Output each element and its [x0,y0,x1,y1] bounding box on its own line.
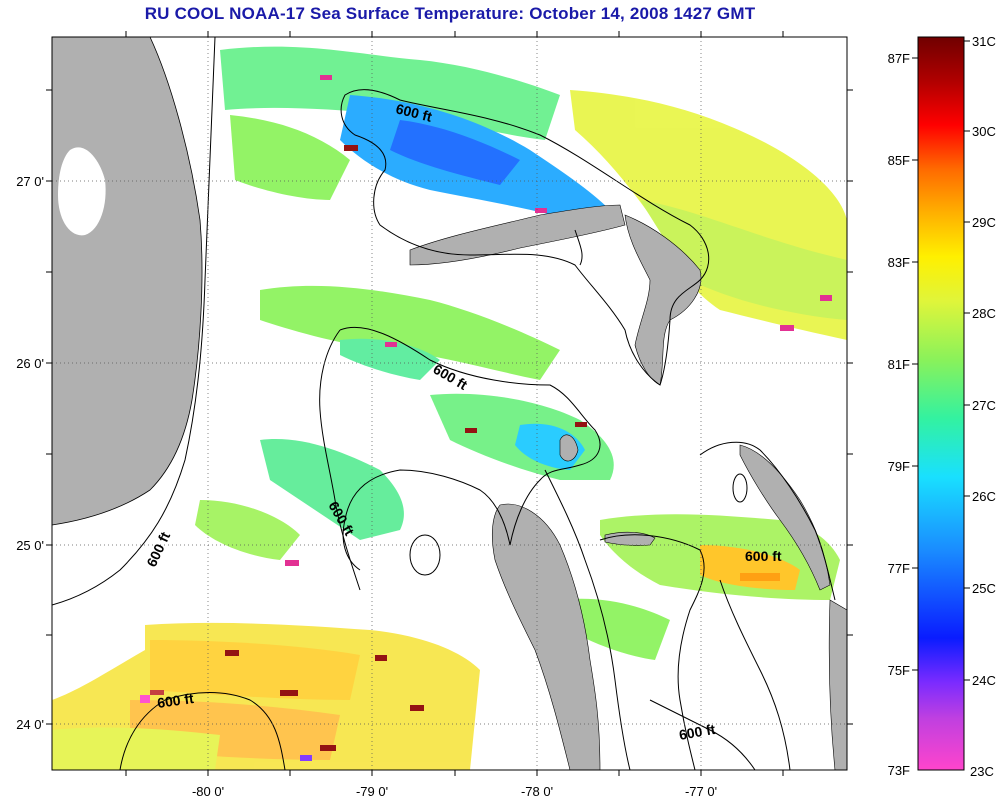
contour-little-bahama-bank [340,89,710,386]
contour-florida-shelf [52,37,216,606]
plot-frame [51,36,848,771]
sst-speck [140,695,150,703]
colorbar-c-label: 25C [972,581,996,596]
sst-speck [225,650,239,656]
lat-tick-label: 25 0' [16,538,44,553]
sst-patch [260,285,560,380]
contour-label: 600 ft [678,721,717,743]
sst-speck [575,422,587,427]
colorbar-f-label: 83F [888,255,910,270]
colorbar-c-label: 29C [972,215,996,230]
sst-patch [340,338,440,380]
sst-speck [385,342,397,347]
contour-southwest [119,692,286,770]
contour-small-bank [409,534,441,576]
contour-inner-gb [574,229,583,266]
colorbar-f-label: 75F [888,663,910,678]
sst-patch [150,640,360,700]
colorbar-f-label: 81F [888,357,910,372]
sst-speck [740,573,780,581]
sst-patch [640,200,847,320]
sst-speck [535,208,547,213]
contour-small-bank-east [732,473,748,503]
lon-tick-label: -79 0' [356,784,388,799]
colorbar-c-label: 31C [972,34,996,49]
berry-islands-land [559,434,579,462]
sst-speck [300,755,312,761]
lon-tick-label: -78 0' [521,784,553,799]
sst-patch [195,500,300,560]
contour-label: 600 ft [156,690,195,711]
sst-speck [780,325,794,331]
graticule [52,37,847,770]
contour-exuma-sound [719,579,791,770]
colorbar-c-label: 28C [972,306,996,321]
sst-speck [150,690,164,695]
sst-speck [320,745,336,751]
colorbar-f-label: 73F [888,763,910,778]
lat-tick-label: 24 0' [16,717,44,732]
colorbar-ticks [912,40,970,681]
sst-speck [344,145,358,151]
sst-speck [320,75,332,80]
axis-ticks [46,31,853,776]
contour-eleuthera [699,441,836,601]
contour-west-andros [319,329,361,591]
colorbar-c-label: 26C [972,489,996,504]
contour-label: 600 ft [745,548,782,564]
lon-tick-label: -77 0' [685,784,717,799]
colorbar-bar [917,36,965,771]
colorbar-f-label: 85F [888,153,910,168]
grand-bahama-land [409,204,626,266]
colorbar: 87F 85F 83F 81F 79F 77F 75F 73F 31C 30C … [888,34,996,779]
sst-data-layer [52,46,847,770]
colorbar-f-label: 77F [888,561,910,576]
lat-tick-label: 27 0' [16,174,44,189]
colorbar-f-label: 87F [888,51,910,66]
map-title: RU COOL NOAA-17 Sea Surface Temperature:… [144,4,756,23]
lake-okeechobee [58,147,106,236]
lat-axis-labels: 27 0' 26 0' 25 0' 24 0' [16,174,44,732]
colorbar-c-label: 23C [970,764,994,779]
contour-tongue-of-ocean-east [599,534,705,770]
contour-tongue-of-ocean [544,469,631,770]
sst-patch [390,120,520,185]
sst-speck [465,428,477,433]
colorbar-c-label: 24C [972,673,996,688]
sst-patch [220,46,560,140]
bathymetry-contours [52,37,836,770]
sst-patch [560,598,670,660]
sst-speck [280,690,298,696]
colorbar-c-label: 27C [972,398,996,413]
colorbar-c-label: 30C [972,124,996,139]
sst-speck [820,295,832,301]
sst-patch [52,727,220,770]
contour-southeast [649,699,756,770]
sst-patch [230,115,350,200]
contour-great-bahama-bank-north [339,326,601,571]
lat-tick-label: 26 0' [16,356,44,371]
lon-tick-label: -80 0' [192,784,224,799]
colorbar-f-label: 79F [888,459,910,474]
sst-patch [260,439,404,540]
sst-speck [375,655,387,661]
lon-axis-labels: -80 0' -79 0' -78 0' -77 0' [192,784,717,799]
sst-speck [410,705,424,711]
sst-speck [285,560,299,566]
